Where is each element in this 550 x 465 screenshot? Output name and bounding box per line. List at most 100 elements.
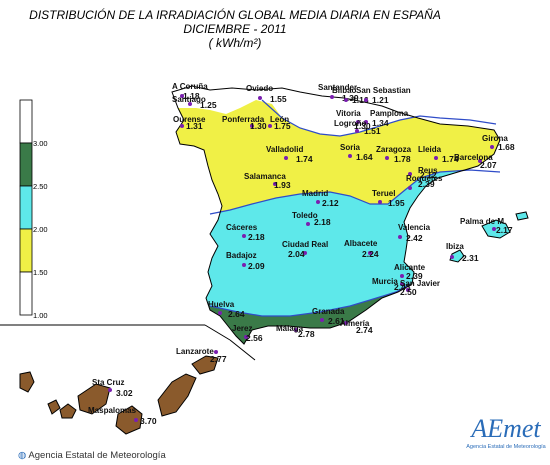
station-name: Zaragoza (376, 145, 412, 154)
station-name: Granada (312, 307, 345, 316)
station-dot (316, 200, 320, 204)
station-name: Pamplona (370, 109, 409, 118)
aemet-logo-text: AEmet (471, 414, 541, 443)
station-dot (434, 156, 438, 160)
station-dot (250, 124, 254, 128)
station-name: Murcia (372, 277, 398, 286)
aemet-logo: AEmet Agencia Estatal de Meteorología (462, 414, 550, 464)
station-dot (450, 255, 454, 259)
station-name: Teruel (372, 189, 395, 198)
border-line (204, 324, 231, 341)
legend-class-2.5-3 (19, 142, 33, 187)
station-name: Sta Cruz (92, 378, 124, 387)
station-value: 2.24 (362, 249, 379, 259)
station-dot (355, 129, 359, 133)
station-dot (398, 235, 402, 239)
station-name: Oviedo (246, 84, 273, 93)
station-name: Ourense (173, 115, 206, 124)
station-dot (385, 156, 389, 160)
station-value: 2.39 (418, 179, 435, 189)
station-dot (344, 98, 348, 102)
station-name: Barcelona (454, 153, 493, 162)
station-dot (244, 335, 248, 339)
station-name: Ponferrada (222, 115, 265, 124)
station-name: Jerez (232, 324, 252, 333)
station-dot (492, 227, 496, 231)
station-dot (368, 251, 372, 255)
station-name: San Sebastian (356, 86, 411, 95)
la-palma (19, 371, 35, 393)
map-period: DICIEMBRE - 2011 (183, 22, 287, 36)
station-dot (242, 263, 246, 267)
el-hierro (47, 399, 61, 415)
station-name: Vitoria (336, 109, 361, 118)
station-name: Reus (418, 166, 438, 175)
station-value: 2.43 (394, 282, 411, 292)
gran-canaria (115, 405, 143, 435)
station-name: Toledo (292, 211, 318, 220)
station-name: Girona (482, 134, 508, 143)
station-name: Logroño (334, 119, 367, 128)
station-value: 2.18 (314, 217, 331, 227)
station-name: Bilbao (332, 86, 357, 95)
station-value: 2.50 (400, 287, 417, 297)
station-value: 1.64 (356, 152, 373, 162)
legend-class-1.5-2 (19, 228, 33, 273)
station-value: 2.12 (322, 198, 339, 208)
station-value: 2.17 (496, 225, 513, 235)
station-dot (284, 156, 288, 160)
fuerteventura (157, 373, 197, 417)
legend-tick: 2.50 (33, 182, 48, 191)
station-dot (180, 124, 184, 128)
station-value: 2.56 (246, 333, 263, 343)
station-dot (330, 95, 334, 99)
station-dot (490, 145, 494, 149)
legend-tick: 3.00 (33, 139, 48, 148)
station-name: Almería (340, 319, 370, 328)
station-name: Alicante (394, 263, 426, 272)
station-dot (273, 182, 277, 186)
station-dot (378, 200, 382, 204)
station-value: 2.39 (406, 271, 423, 281)
station-value: 1.25 (200, 100, 217, 110)
station-name: Soria (340, 143, 361, 152)
station-name: Roquetes (406, 174, 443, 183)
station-value: 1.78 (394, 154, 411, 164)
station-dot (180, 94, 184, 98)
station-value: 3.02 (116, 388, 133, 398)
station-value: 1.55 (270, 94, 287, 104)
station-value: 2.42 (406, 233, 423, 243)
legend-class-2-2.5 (19, 185, 33, 230)
station-value: 1.95 (388, 198, 405, 208)
footer-agency: ◍ Agencia Estatal de Meteorología (18, 450, 166, 461)
station-value: 2.74 (356, 325, 373, 335)
aemet-small-icon: ◍ (18, 450, 27, 461)
station-dot (400, 282, 404, 286)
station-dot (406, 288, 410, 292)
station-value: 2.07 (480, 160, 497, 170)
station-value: 1.74 (442, 154, 459, 164)
station-dot (108, 388, 112, 392)
station-value: 3.70 (140, 416, 157, 426)
station-name: San Javier (400, 279, 440, 288)
la-gomera (59, 403, 77, 419)
contours (209, 99, 501, 317)
contour-1.5 (261, 99, 497, 137)
station-value: 1.16 (352, 95, 369, 105)
canary-islands (19, 355, 219, 435)
map-title: DISTRIBUCIÓN DE LA IRRADIACIÓN GLOBAL ME… (29, 8, 441, 22)
station-value: 2.12 (420, 170, 437, 180)
station-dot (348, 154, 352, 158)
station-name: Valencia (398, 223, 431, 232)
ibiza-island (449, 249, 465, 263)
station-name: Huelva (208, 300, 235, 309)
station-dot (218, 311, 222, 315)
aemet-logo-subtitle: Agencia Estatal de Meteorología (466, 444, 546, 450)
map-units: ( kWh/m²) (208, 36, 262, 50)
station-name: Lleida (418, 145, 442, 154)
station-dot (478, 159, 482, 163)
station-name: Ibiza (446, 242, 464, 251)
station-value: 1.30 (354, 121, 371, 131)
legend-tick: 1.00 (33, 311, 48, 320)
